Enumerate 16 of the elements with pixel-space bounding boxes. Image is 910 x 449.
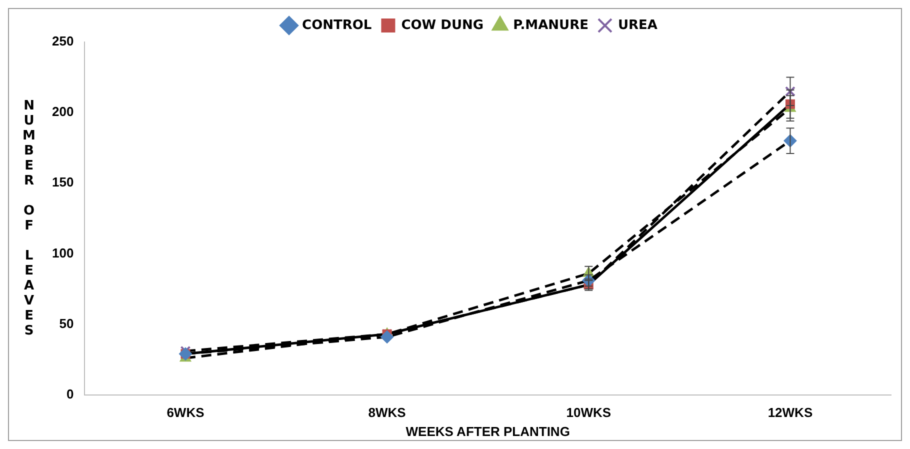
text: NUMBER OF LEAVES — [22, 98, 36, 338]
x-tick-label: 12WKS — [768, 405, 813, 420]
y-tick-label: 200 — [52, 104, 74, 120]
legend-label: COW DUNG — [401, 18, 484, 33]
legend-label: CONTROL — [302, 18, 372, 33]
y-tick-label: 250 — [52, 34, 74, 49]
legend-label: UREA — [618, 18, 658, 33]
x-axis-title: WEEKS AFTER PLANTING — [406, 424, 570, 439]
x-tick-label: 10WKS — [566, 405, 612, 420]
y-tick-label: 100 — [52, 245, 74, 260]
y-tick-label: 0 — [66, 386, 74, 402]
y-tick-label: 150 — [52, 174, 74, 190]
y-tick-label: 50 — [59, 316, 74, 331]
x-tick-label: 6WKS — [166, 405, 205, 420]
legend-label: P.MANURE — [513, 18, 588, 33]
x-tick-label: 8WKS — [368, 405, 406, 420]
